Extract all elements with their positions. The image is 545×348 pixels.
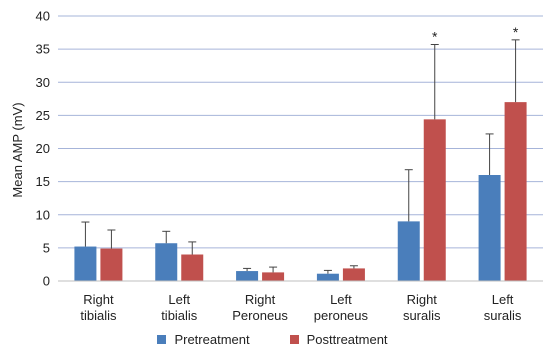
legend-item-pretreatment: Pretreatment [157, 331, 250, 347]
x-category-label-2-1: Peroneus [232, 308, 288, 323]
legend-swatch-posttreatment [289, 334, 299, 344]
y-tick-label-40: 40 [36, 9, 50, 24]
bar-posttreatment-0 [100, 248, 123, 281]
x-category-label-2-0: Right [245, 292, 276, 307]
y-tick-label-30: 30 [36, 75, 50, 90]
x-axis-categories: RighttibialisLefttibialisRightPeroneusLe… [80, 292, 522, 323]
x-category-label-5-0: Left [492, 292, 514, 307]
error-bars [81, 39, 520, 274]
bar-posttreatment-3 [342, 268, 365, 281]
y-tick-label-20: 20 [36, 141, 50, 156]
bar-posttreatment-5 [504, 102, 527, 281]
bars [74, 102, 527, 281]
bar-pretreatment-1 [155, 243, 178, 281]
bar-posttreatment-1 [181, 254, 204, 281]
bar-pretreatment-2 [236, 271, 259, 281]
y-tick-label-0: 0 [43, 274, 50, 289]
y-tick-label-10: 10 [36, 207, 50, 222]
x-category-label-1-0: Left [168, 292, 190, 307]
y-axis-ticks: 0 5 10 15 20 25 30 35 40 [36, 9, 50, 289]
y-tick-label-15: 15 [36, 174, 50, 189]
bar-pretreatment-4 [397, 221, 420, 281]
x-category-label-3-0: Left [330, 292, 352, 307]
y-tick-label-5: 5 [43, 240, 50, 255]
significance-marker-0: * [432, 28, 438, 44]
gridlines [58, 15, 543, 249]
x-category-label-4-0: Right [407, 292, 438, 307]
legend-label-pretreatment: Pretreatment [174, 331, 250, 347]
significance-markers: * * [432, 24, 519, 45]
x-category-label-3-1: peroneus [314, 308, 369, 323]
legend-label-posttreatment: Posttreatment [306, 331, 388, 347]
legend-item-posttreatment: Posttreatment [289, 331, 388, 347]
bar-pretreatment-0 [74, 246, 97, 281]
x-category-label-0-1: tibialis [80, 308, 117, 323]
x-category-label-0-0: Right [83, 292, 114, 307]
x-category-label-5-1: suralis [484, 308, 522, 323]
bar-pretreatment-5 [478, 175, 501, 281]
y-tick-label-25: 25 [36, 108, 50, 123]
x-category-label-1-1: tibialis [161, 308, 198, 323]
x-category-label-4-1: suralis [403, 308, 441, 323]
bar-posttreatment-4 [423, 119, 446, 281]
y-tick-label-35: 35 [36, 42, 50, 57]
bar-pretreatment-3 [316, 273, 339, 281]
y-axis-label: Mean AMP (mV) [10, 102, 25, 197]
bar-posttreatment-2 [262, 272, 285, 281]
legend-swatch-pretreatment [157, 334, 167, 344]
legend: Pretreatment Posttreatment [0, 330, 545, 348]
significance-marker-1: * [513, 24, 519, 40]
